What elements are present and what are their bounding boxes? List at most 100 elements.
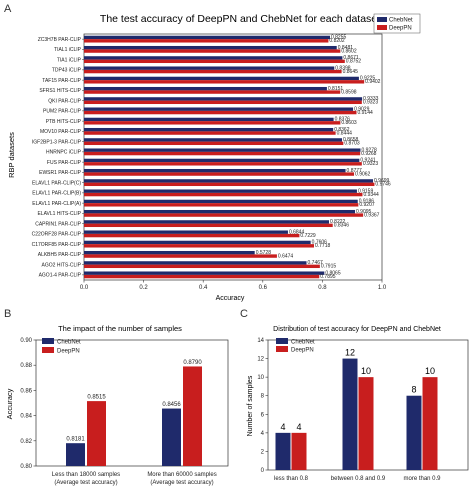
chart-a-xtick-label: 1.0	[378, 285, 387, 291]
chart-a-bar-chebnet	[84, 45, 337, 50]
chart-a-bar-deeppn	[84, 264, 320, 269]
chart-a-value-label: 0.9062	[355, 171, 371, 177]
chart-c-title: Distribution of test accuracy for DeepPN…	[273, 326, 441, 333]
chart-a-category-label: SFRS1 HITS-CLIP	[39, 88, 81, 94]
chart-a-value-label: 0.9699	[374, 178, 390, 184]
chart-a-bar-deeppn	[84, 141, 344, 146]
chart-a-value-label: 0.8444	[337, 130, 353, 136]
chart-b-bar-deeppn	[183, 366, 202, 466]
chart-a-plot-frame	[83, 33, 383, 281]
chart-a-bar-deeppn	[84, 80, 365, 84]
chart-a-category-label: ELAVL1 PAR-CLIP(B)	[32, 191, 81, 197]
chart-c-value-label: 10	[425, 366, 435, 376]
chart-a-value-label: 0.9186	[359, 199, 375, 205]
chart-a-bar-deeppn	[84, 49, 341, 53]
chart-c-bar-chebnet	[275, 432, 291, 470]
chart-a-category-label: FUS PAR-CLIP	[47, 160, 82, 166]
chart-a-bar-deeppn	[84, 244, 314, 248]
chart-a-value-label: 0.8777	[347, 168, 363, 174]
chart-a-category-label: TAF15 PAR-CLIP	[42, 78, 81, 84]
chart-a-value-label: 0.9029	[354, 106, 370, 112]
chart-a-bar-chebnet	[84, 86, 327, 91]
panel-letter-c: C	[240, 308, 248, 320]
chart-a-bar-deeppn	[84, 162, 362, 166]
chart-b-ytick-label: 0.88	[20, 363, 32, 369]
chart-a-bar-deeppn	[84, 203, 359, 207]
chart-a-category-label: QKI PAR-CLIP	[48, 98, 81, 104]
chart-c-value-label: 4	[280, 422, 285, 432]
chart-b-ytick-label: 0.90	[20, 338, 32, 344]
chart-a-bar-chebnet	[84, 66, 335, 70]
chart-b-bar-chebnet	[66, 443, 85, 466]
chart-a-xtick-label: 0.0	[80, 285, 89, 291]
chart-a-bar-chebnet	[84, 230, 288, 234]
chart-a-bar-deeppn	[84, 90, 341, 94]
chart-a-legend-label: DeepPN	[389, 26, 412, 32]
chart-a-value-label: 0.6474	[278, 253, 294, 259]
chart-a-value-label: 0.8398	[335, 65, 351, 71]
chart-a-value-label: 0.6844	[289, 229, 305, 235]
chart-a-category-label: PTB HITS-CLIP	[46, 119, 82, 125]
chart-a-value-label: 0.8346	[334, 223, 350, 229]
chart-a-xlabel: Accuracy	[216, 295, 245, 302]
panel-letter-a: A	[4, 3, 12, 15]
chart-a-bar-deeppn	[84, 172, 355, 176]
chart-a-bar-deeppn	[84, 254, 277, 258]
chart-c-bar-chebnet	[342, 358, 358, 470]
chart-c-category-label: between 0.8 and 0.9	[331, 476, 386, 482]
chart-a-bar-chebnet	[84, 117, 334, 122]
chart-a-bar-chebnet	[84, 158, 360, 163]
chart-a-value-label: 0.8151	[328, 86, 344, 92]
chart-c-bar-deeppn	[422, 377, 438, 470]
chart-a-category-label: C22ORF28 PAR-CLIP	[32, 232, 82, 238]
chart-a-bar-deeppn	[84, 59, 345, 64]
chart-b: The impact of the number of samples Accu…	[5, 324, 229, 486]
chart-a-value-label: 0.7467	[308, 260, 324, 266]
chart-a-value-label: 0.8481	[338, 45, 354, 51]
chart-c-ytick-label: 4	[261, 431, 265, 437]
chart-a-category-label: C17ORF85 PAR-CLIP	[32, 242, 82, 248]
chart-a-bar-chebnet	[84, 148, 361, 152]
chart-a-bar-chebnet	[84, 127, 334, 132]
chart-a-title: The test accuracy of DeepPN and ChebNet …	[100, 13, 380, 25]
chart-b-ytick-label: 0.80	[20, 464, 32, 470]
chart-a-value-label: 0.8598	[341, 89, 357, 95]
chart-c-bar-chebnet	[406, 395, 422, 470]
chart-b-value-label: 0.8515	[87, 395, 106, 401]
chart-a-category-label: ELAVL1 PAR-CLIP(A)	[32, 201, 81, 207]
chart-b-legend-swatch-deeppn	[42, 347, 54, 353]
chart-a-value-label: 0.8362	[334, 127, 350, 133]
chart-a-bar-chebnet	[84, 271, 325, 275]
chart-a-value-label: 0.9144	[357, 110, 373, 116]
chart-a-value-label: 0.9344	[363, 192, 379, 198]
chart-a-value-label: 0.8645	[343, 69, 359, 75]
chart-a-value-label: 0.8703	[344, 141, 360, 147]
chart-a-value-label: 0.8255	[331, 35, 347, 41]
chart-a-category-label: ZC3H7B PAR-CLIP	[38, 37, 82, 43]
chart-a-legend-swatch-chebnet	[377, 17, 387, 22]
chart-a-value-label: 0.9225	[360, 76, 376, 82]
chart-c-ytick-label: 14	[257, 338, 264, 344]
chart-b-ytick-label: 0.84	[20, 414, 32, 420]
chart-b-legend-label: DeepPN	[57, 349, 80, 355]
chart-c-category-label: more than 0.9	[403, 476, 441, 482]
chart-a-bar-chebnet	[84, 35, 330, 40]
chart-a-value-label: 0.7915	[321, 264, 337, 270]
chart-c-ytick-label: 12	[257, 357, 264, 363]
chart-a-bar-chebnet	[84, 97, 363, 101]
chart-c-legend-swatch-chebnet	[276, 338, 288, 344]
chart-b-ytick-label: 0.82	[20, 439, 32, 445]
chart-a-bar-deeppn	[84, 121, 341, 125]
chart-a-bar-chebnet	[84, 220, 330, 224]
chart-c-value-label: 8	[411, 385, 416, 395]
chart-a-bar-chebnet	[84, 56, 343, 60]
chart-b-bar-chebnet	[162, 408, 181, 466]
chart-a-bar-chebnet	[84, 107, 354, 111]
chart-c-ytick-label: 10	[257, 375, 264, 381]
chart-a-value-label: 0.9159	[358, 188, 374, 194]
chart-a-bar-chebnet	[84, 168, 346, 173]
chart-b-plot-frame	[35, 339, 229, 467]
chart-a-category-label: ELAVL1 HITS-CLIP	[37, 211, 81, 217]
chart-a-category-label: AGO1-4 PAR-CLIP	[39, 273, 82, 279]
chart-a-value-label: 0.9278	[361, 147, 377, 153]
